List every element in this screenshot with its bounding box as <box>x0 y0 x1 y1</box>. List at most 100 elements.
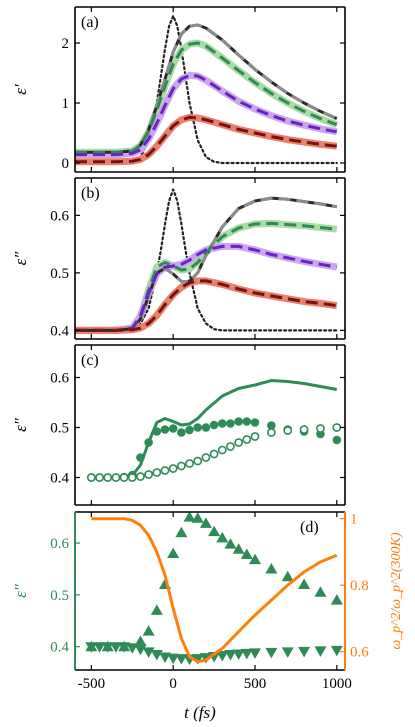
y-tick-label-right: 0.8 <box>350 578 369 594</box>
data-point <box>119 473 129 482</box>
data-point <box>167 653 180 665</box>
data-point <box>142 625 155 636</box>
data-point <box>199 517 212 528</box>
data-point <box>136 453 145 462</box>
data-point <box>209 449 219 459</box>
series-line <box>75 279 338 332</box>
data-point <box>226 419 235 428</box>
data-point <box>176 461 186 471</box>
data-point <box>150 604 163 615</box>
data-point <box>298 578 311 590</box>
data-point <box>144 438 153 447</box>
y-tick-label: 0.6 <box>50 371 69 387</box>
y-axis-label-right: ω_p^2/ω_p^2(300K) <box>389 532 404 649</box>
series-line <box>75 221 337 332</box>
data-point <box>216 531 229 543</box>
data-point <box>85 642 98 653</box>
series-line <box>75 196 338 332</box>
y-tick-label-right: 1 <box>350 512 358 528</box>
series-line <box>75 188 338 332</box>
x-axis-label-text: t (fs) <box>184 703 216 722</box>
data-point <box>281 647 294 658</box>
data-point <box>330 645 343 657</box>
data-point <box>249 648 261 659</box>
data-point <box>283 426 293 435</box>
data-point <box>160 466 170 475</box>
data-point <box>95 473 104 482</box>
data-point <box>240 648 253 660</box>
data-point <box>265 647 278 659</box>
data-point <box>265 562 278 574</box>
data-point <box>144 470 154 479</box>
data-point <box>234 417 243 426</box>
data-point <box>216 650 229 662</box>
data-point <box>242 435 252 444</box>
data-point <box>250 432 260 441</box>
data-point <box>242 417 252 426</box>
series-line <box>75 14 338 165</box>
data-point <box>217 419 227 428</box>
panel-label: (d) <box>300 519 319 536</box>
panel-1: 0 1 2 ε′ (a) <box>11 6 346 173</box>
y-tick-label: 2 <box>62 36 70 52</box>
y-tick-label: 0.4 <box>50 640 69 656</box>
data-point <box>103 473 113 482</box>
data-point <box>250 418 260 427</box>
data-point <box>159 652 171 664</box>
y-tick-label: 0 <box>62 156 70 172</box>
data-point <box>160 425 170 434</box>
y-tick-label: 0.4 <box>50 471 69 487</box>
y-tick-label: 0.6 <box>50 208 69 224</box>
plot-area <box>75 188 338 334</box>
panel-label: (c) <box>81 352 99 369</box>
data-point <box>118 642 131 653</box>
plot-area <box>75 14 339 166</box>
plot-area <box>85 512 343 666</box>
x-tick-label: 0 <box>169 676 177 692</box>
data-point <box>266 428 276 437</box>
y-tick-label: 1 <box>62 96 70 112</box>
data-point <box>314 646 327 657</box>
x-axis-label: t (fs) <box>184 703 216 722</box>
y-axis-label: ε″ <box>11 251 30 266</box>
data-point <box>224 649 237 661</box>
data-point <box>217 445 227 455</box>
y-tick-label-right: 0.6 <box>350 645 369 661</box>
y-tick-label: 0.5 <box>50 588 69 604</box>
panel-label: (a) <box>81 14 99 31</box>
data-point <box>224 538 237 549</box>
x-tick-label: 500 <box>244 676 267 692</box>
plot-area <box>86 379 342 482</box>
data-point <box>167 547 180 558</box>
panel-2: 0.4 0.5 0.6 ε″ (b) <box>11 177 346 340</box>
data-point <box>191 512 204 523</box>
series-line <box>75 115 337 164</box>
data-point <box>127 473 137 482</box>
y-tick-label: 0.5 <box>50 266 69 282</box>
data-point <box>232 649 245 660</box>
y-tick-label: 0.6 <box>50 536 69 552</box>
data-point <box>193 456 203 466</box>
data-point <box>152 468 162 477</box>
y-axis-label: ε″ <box>11 417 30 432</box>
data-point <box>175 526 188 538</box>
data-point <box>185 459 194 468</box>
data-point <box>86 473 96 482</box>
data-point <box>332 423 342 432</box>
y-axis-label: ε′ <box>11 84 30 95</box>
data-point <box>177 428 186 437</box>
data-point <box>232 543 245 554</box>
panel-3: 0.4 0.5 0.6 ε″ (c) <box>11 344 346 506</box>
data-point <box>249 553 261 565</box>
data-point <box>183 512 196 522</box>
data-point <box>234 438 244 447</box>
series-line <box>75 244 338 332</box>
data-point <box>109 642 122 653</box>
series-line <box>75 73 338 157</box>
data-point <box>93 642 106 653</box>
panel-4: -500 0 500 1000 0.4 0.5 0.6 0.6 0.8 1 ω_p^2/ω_p^2(… <box>11 511 404 692</box>
data-point <box>201 423 211 432</box>
data-point <box>175 654 188 665</box>
data-point <box>201 453 211 462</box>
data-point <box>332 435 342 445</box>
